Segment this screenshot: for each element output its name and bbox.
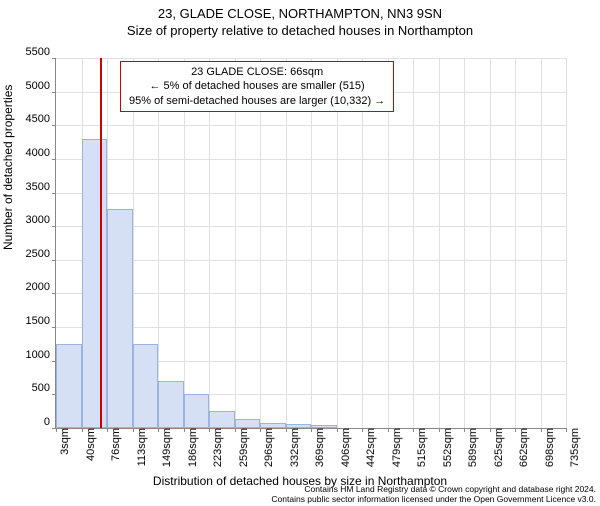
x-tick-label: 3sqm (59, 428, 71, 455)
grid-line-v (464, 58, 465, 428)
y-tick-label: 1500 (10, 315, 50, 327)
y-tick-label: 500 (10, 382, 50, 394)
histogram-bar (56, 344, 82, 428)
x-tick-label: 223sqm (212, 428, 224, 467)
x-tick-label: 332sqm (289, 428, 301, 467)
grid-line-v (158, 58, 159, 428)
x-tick-label: 113sqm (136, 428, 148, 466)
x-tick-label: 186sqm (187, 428, 199, 467)
x-tick-label: 735sqm (569, 428, 581, 467)
x-tick (56, 428, 57, 432)
title-main: 23, GLADE CLOSE, NORTHAMPTON, NN3 9SN (0, 6, 600, 21)
x-tick-label: 589sqm (467, 428, 479, 467)
histogram-bar (82, 139, 108, 428)
grid-line-v (566, 58, 567, 428)
y-tick (52, 293, 56, 294)
x-tick-label: 149sqm (161, 428, 173, 467)
x-tick-label: 662sqm (518, 428, 530, 467)
y-tick-label: 1000 (10, 349, 50, 361)
y-tick (52, 226, 56, 227)
x-tick (184, 428, 185, 432)
grid-line-v (490, 58, 491, 428)
x-tick (439, 428, 440, 432)
x-tick-label: 40sqm (85, 428, 97, 461)
title-sub: Size of property relative to detached ho… (0, 23, 600, 38)
grid-line-v (311, 58, 312, 428)
histogram-bar (184, 394, 210, 428)
y-tick-label: 4500 (10, 113, 50, 125)
y-tick-label: 4000 (10, 147, 50, 159)
x-tick-label: 406sqm (340, 428, 352, 467)
attribution: Contains HM Land Registry data © Crown c… (271, 485, 596, 505)
y-tick-label: 0 (10, 416, 50, 428)
x-tick (107, 428, 108, 432)
y-tick-label: 2500 (10, 248, 50, 260)
x-tick-label: 625sqm (493, 428, 505, 467)
grid-line-v (260, 58, 261, 428)
y-tick (52, 260, 56, 261)
grid-line-v (413, 58, 414, 428)
chart-area: 23 GLADE CLOSE: 66sqm← 5% of detached ho… (55, 58, 565, 428)
x-tick-label: 296sqm (263, 428, 275, 467)
histogram-bar (107, 209, 133, 428)
x-tick-label: 369sqm (314, 428, 326, 467)
y-tick-label: 3500 (10, 181, 50, 193)
y-tick-label: 3000 (10, 214, 50, 226)
info-box-line2: ← 5% of detached houses are smaller (515… (129, 79, 385, 93)
grid-line-v (337, 58, 338, 428)
x-tick (388, 428, 389, 432)
x-tick (337, 428, 338, 432)
marker-line (100, 58, 102, 428)
info-box-line3: 95% of semi-detached houses are larger (… (129, 94, 385, 108)
x-tick (541, 428, 542, 432)
info-box: 23 GLADE CLOSE: 66sqm← 5% of detached ho… (120, 61, 394, 112)
histogram-bar (235, 419, 261, 428)
x-tick-label: 552sqm (442, 428, 454, 467)
x-tick-label: 698sqm (544, 428, 556, 467)
x-tick (413, 428, 414, 432)
plot-area: 23 GLADE CLOSE: 66sqm← 5% of detached ho… (55, 58, 566, 429)
x-tick (490, 428, 491, 432)
grid-line-v (515, 58, 516, 428)
x-tick-label: 515sqm (416, 428, 428, 467)
x-tick (158, 428, 159, 432)
x-tick (566, 428, 567, 432)
grid-line-v (439, 58, 440, 428)
x-tick-label: 76sqm (110, 428, 122, 461)
x-tick (82, 428, 83, 432)
grid-line-v (209, 58, 210, 428)
x-tick (286, 428, 287, 432)
y-tick-label: 2000 (10, 281, 50, 293)
x-tick-label: 479sqm (391, 428, 403, 467)
info-box-line1: 23 GLADE CLOSE: 66sqm (129, 65, 385, 79)
x-tick (260, 428, 261, 432)
x-tick (515, 428, 516, 432)
y-tick-label: 5500 (10, 46, 50, 58)
x-tick (464, 428, 465, 432)
grid-line-v (184, 58, 185, 428)
attribution-line2: Contains public sector information licen… (271, 495, 596, 505)
x-tick-label: 442sqm (365, 428, 377, 467)
y-tick-label: 5000 (10, 80, 50, 92)
x-tick (235, 428, 236, 432)
histogram-bar (158, 381, 184, 428)
y-tick (52, 193, 56, 194)
y-tick (52, 58, 56, 59)
x-tick (209, 428, 210, 432)
y-tick (52, 327, 56, 328)
x-tick (362, 428, 363, 432)
grid-line-v (235, 58, 236, 428)
y-tick (52, 125, 56, 126)
grid-line-v (541, 58, 542, 428)
histogram-bar (133, 344, 159, 428)
histogram-bar (209, 411, 235, 428)
y-tick (52, 92, 56, 93)
x-tick-label: 259sqm (238, 428, 250, 467)
x-tick (133, 428, 134, 432)
x-tick (311, 428, 312, 432)
grid-line-v (362, 58, 363, 428)
y-tick (52, 159, 56, 160)
grid-line-v (388, 58, 389, 428)
grid-line-v (286, 58, 287, 428)
